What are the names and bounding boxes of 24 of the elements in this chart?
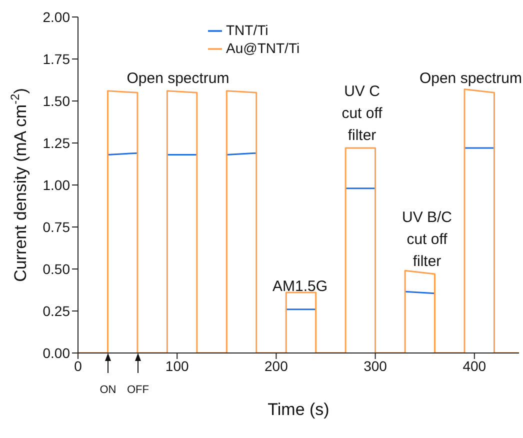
y-tick-label: 0.00 — [42, 344, 70, 361]
x-axis-title: Time (s) — [268, 400, 330, 419]
x-tick-label: 300 — [364, 358, 388, 374]
annotation: Open spectrum — [419, 70, 522, 87]
y-tick-label: 1.25 — [42, 134, 70, 151]
annotation: UV B/C cut off filter — [402, 209, 452, 270]
annotation: UV C cut off filter — [342, 83, 384, 144]
y-tick-label: 1.75 — [42, 50, 70, 67]
annotation: AM1.5G — [272, 278, 328, 295]
legend-label: Au@TNT/Ti — [226, 40, 300, 56]
legend-label: TNT/Ti — [226, 22, 268, 38]
text: ON — [100, 384, 116, 396]
x-tick-label: 400 — [462, 358, 486, 374]
y-tick-label: 1.00 — [42, 176, 70, 193]
y-tick-label: 2.00 — [42, 8, 70, 25]
y-tick-label: 0.75 — [42, 218, 70, 235]
text: OFF — [127, 384, 150, 396]
y-tick-label: 0.50 — [42, 260, 70, 277]
x-tick-label: 200 — [264, 358, 288, 374]
x-tick-label: 0 — [74, 358, 82, 374]
y-tick-label: 0.25 — [42, 302, 70, 319]
annotation: Open spectrum — [126, 70, 230, 87]
y-tick-label: 1.50 — [42, 92, 70, 109]
x-tick-label: 100 — [165, 358, 189, 374]
